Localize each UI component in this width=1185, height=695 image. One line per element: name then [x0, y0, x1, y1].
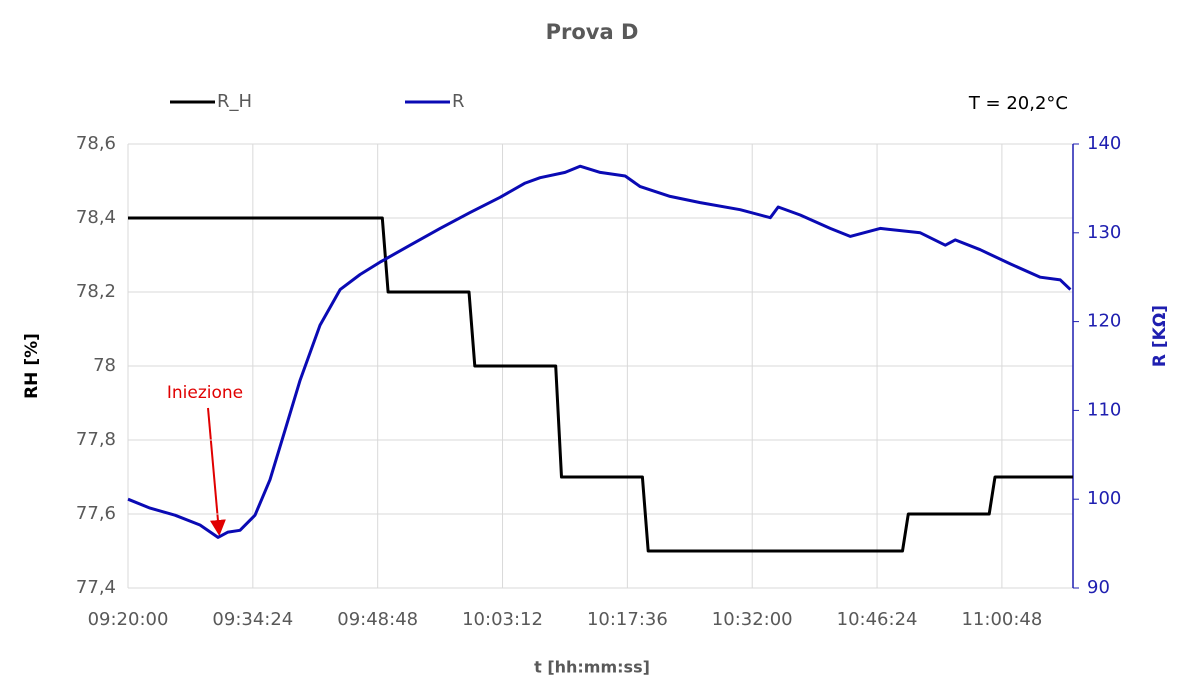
y-tick-label: 77,8 — [76, 429, 116, 450]
x-tick-label: 09:34:24 — [212, 609, 293, 630]
y-tick-label: 78,4 — [76, 207, 116, 228]
x-axis-label: t [hh:mm:ss] — [534, 658, 650, 677]
x-tick-label: 10:03:12 — [462, 609, 543, 630]
series-line — [128, 216, 1073, 553]
y2-tick-label: 140 — [1087, 133, 1121, 154]
x-tick-label: 11:00:48 — [961, 609, 1042, 630]
x-tick-label: 10:32:00 — [712, 609, 793, 630]
y-tick-label: 78 — [93, 355, 116, 376]
y2-tick-label: 100 — [1087, 488, 1121, 509]
y2-tick-label: 90 — [1087, 577, 1110, 598]
y2-tick-label: 130 — [1087, 222, 1121, 243]
x-tick-label: 10:46:24 — [837, 609, 918, 630]
y2-tick-label: 110 — [1087, 399, 1121, 420]
annotation: T = 20,2°C — [968, 93, 1068, 114]
y2-tick-label: 120 — [1087, 311, 1121, 332]
legend-label: R — [452, 91, 465, 112]
y-tick-label: 77,6 — [76, 503, 116, 524]
x-tick-label: 09:20:00 — [88, 609, 169, 630]
series-line — [127, 164, 1072, 539]
x-tick-label: 10:17:36 — [587, 609, 668, 630]
chart-title: Prova D — [546, 20, 639, 44]
y2-axis-label: R [KΩ] — [1150, 305, 1170, 367]
y-tick-label: 78,2 — [76, 281, 116, 302]
y-axis-label: RH [%] — [22, 333, 42, 399]
legend-label: R_H — [217, 91, 252, 112]
y-tick-label: 78,6 — [76, 133, 116, 154]
annotation-arrow — [207, 407, 226, 536]
plot: 77,4 77,6 77,8 78 78,2 78,4 78,6 90 100 110 120 130… — [76, 91, 1121, 630]
annotation: Iniezione — [167, 383, 243, 403]
x-tick-label: 09:48:48 — [337, 609, 418, 630]
y-tick-label: 77,4 — [76, 577, 116, 598]
